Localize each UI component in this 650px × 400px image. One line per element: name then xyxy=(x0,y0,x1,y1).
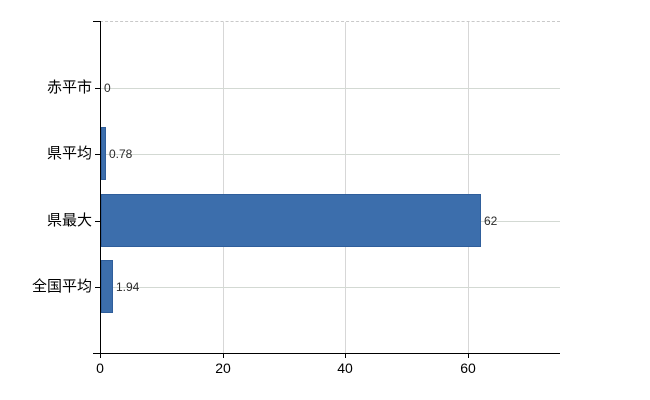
value-label-2: 62 xyxy=(484,214,498,228)
category-label-3: 全国平均 xyxy=(31,278,92,295)
x-axis-tick-label-20: 20 xyxy=(215,360,231,376)
value-label-0: 0 xyxy=(104,81,111,95)
x-axis-tick-label-0: 0 xyxy=(96,360,104,376)
category-label-1: 県平均 xyxy=(46,145,92,162)
category-gridline-0 xyxy=(101,88,560,89)
x-axis-tick-0 xyxy=(100,354,101,358)
y-axis-top-end-tick xyxy=(93,21,100,22)
y-axis-tick-3 xyxy=(95,287,100,288)
value-label-3: 1.94 xyxy=(116,280,140,294)
x-axis-line xyxy=(93,353,560,354)
category-gridline-3 xyxy=(101,287,560,288)
category-label-2: 県最大 xyxy=(46,212,92,229)
x-axis-tick-label-60: 60 xyxy=(460,360,476,376)
x-axis-tick-60 xyxy=(468,354,469,358)
y-axis-line xyxy=(100,21,101,354)
bar-3 xyxy=(101,260,113,313)
x-gridline-20 xyxy=(223,22,224,353)
x-axis-tick-40 xyxy=(345,354,346,358)
y-axis-tick-1 xyxy=(95,154,100,155)
x-gridline-40 xyxy=(345,22,346,353)
y-axis-tick-2 xyxy=(95,221,100,222)
x-axis-tick-20 xyxy=(223,354,224,358)
bar-2 xyxy=(101,194,481,247)
plot-top-dashed-border xyxy=(100,21,560,22)
y-axis-tick-0 xyxy=(95,88,100,89)
x-axis-tick-label-40: 40 xyxy=(337,360,353,376)
value-label-1: 0.78 xyxy=(109,147,133,161)
plot-area: 0 20 40 60 赤平市 0 県平均 0.78 県最大 62 全国平均 1.94 xyxy=(32,21,560,376)
category-label-0: 赤平市 xyxy=(46,79,92,96)
category-gridline-1 xyxy=(101,154,560,155)
bar-1 xyxy=(101,127,106,180)
x-gridline-60 xyxy=(468,22,469,353)
